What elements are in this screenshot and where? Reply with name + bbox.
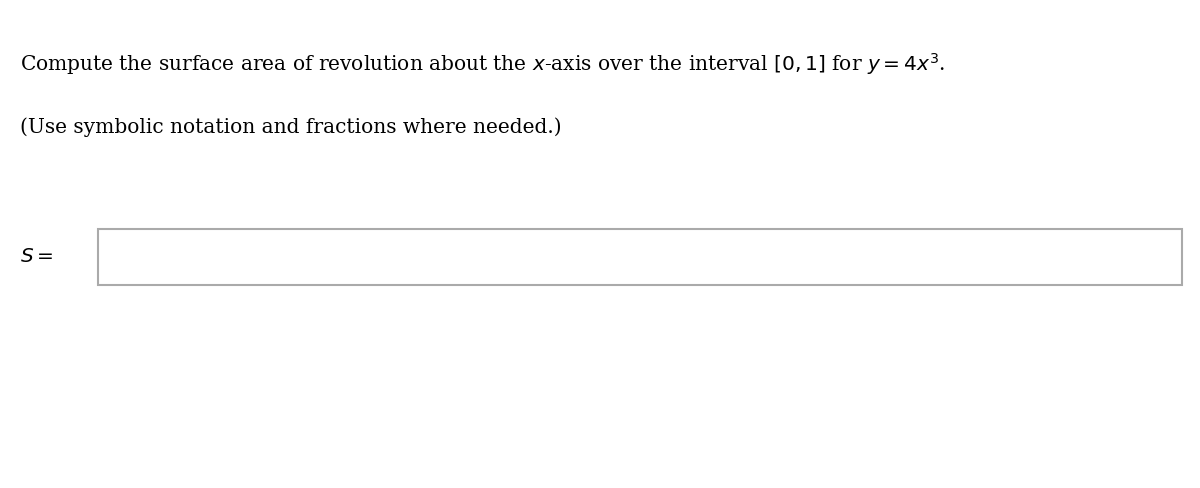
FancyBboxPatch shape — [98, 229, 1182, 285]
Text: (Use symbolic notation and fractions where needed.): (Use symbolic notation and fractions whe… — [20, 117, 562, 137]
Text: Compute the surface area of revolution about the $x$-axis over the interval $[0,: Compute the surface area of revolution a… — [20, 51, 946, 77]
Text: $S =$: $S =$ — [20, 247, 54, 265]
